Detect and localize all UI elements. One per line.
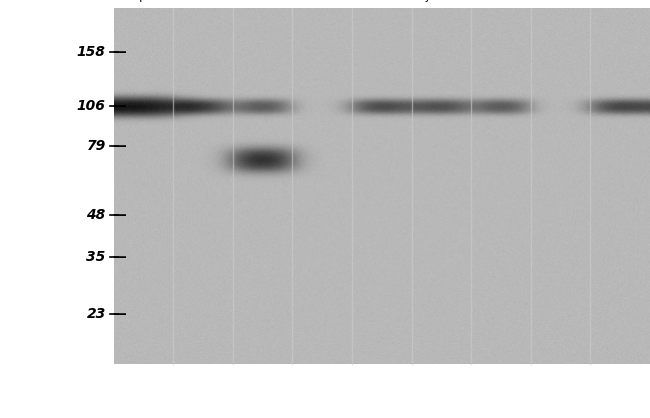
Text: HeLa: HeLa	[189, 0, 217, 3]
Text: 23: 23	[86, 307, 106, 321]
Text: —: —	[108, 307, 127, 321]
Text: A549: A549	[307, 0, 337, 3]
Text: HepG2: HepG2	[125, 0, 162, 3]
Text: 48: 48	[86, 207, 106, 222]
Text: Jurkat: Jurkat	[425, 0, 458, 3]
Text: —: —	[108, 46, 127, 59]
Text: MCF7: MCF7	[604, 0, 636, 3]
Text: COS7: COS7	[367, 0, 397, 3]
Text: 106: 106	[77, 99, 106, 113]
Text: 35: 35	[86, 250, 106, 264]
Text: PC12: PC12	[546, 0, 575, 3]
Text: HT29: HT29	[248, 0, 278, 3]
Text: 158: 158	[77, 46, 106, 59]
Text: MDCK: MDCK	[484, 0, 517, 3]
Text: —: —	[108, 250, 127, 264]
Text: —: —	[108, 99, 127, 113]
Text: 79: 79	[86, 140, 106, 153]
Text: —: —	[108, 207, 127, 222]
Text: —: —	[108, 140, 127, 153]
